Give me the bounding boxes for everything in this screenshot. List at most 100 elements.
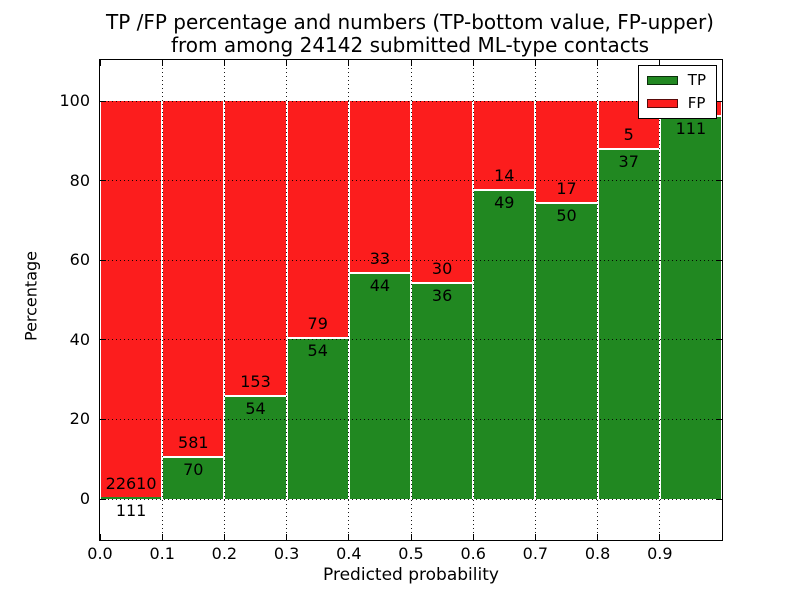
fp-count-label: 30 [431,258,453,278]
fp-count-label: 581 [178,433,209,453]
tp-count-label: 36 [431,285,453,305]
x-tick [597,60,599,66]
fp-bar-segment [535,101,598,202]
fp-bar-segment [100,101,163,498]
fp-bar-segment [162,101,225,457]
tp-count-label: 50 [556,205,577,225]
x-tick-label: 0.9 [647,544,673,563]
x-tick-label: 0.7 [522,544,549,563]
fp-count-label: 153 [240,372,271,392]
x-tick-label: 0.8 [584,544,611,563]
y-tick [716,180,722,182]
fp-count-label: 22610 [105,474,157,494]
y-tick-label: 40 [69,329,90,349]
x-tick [410,534,412,540]
bars-layer [100,60,722,540]
legend-label-fp: FP [687,94,706,112]
legend-label-tp: TP [687,71,706,89]
tp-count-label: 54 [307,341,328,361]
x-tick [223,60,225,66]
x-tick-label: 0.1 [149,544,175,563]
y-tick [100,498,106,500]
y-tick-label: 100 [59,91,90,110]
gridline-v [286,60,288,540]
x-tick [534,534,536,540]
x-tick [99,534,101,540]
y-tick-label: 80 [69,170,90,190]
gridline-v [410,60,412,540]
x-tick-label: 0.4 [336,544,362,563]
plot-area: 22610 111 581 70 153 54 79 54 33 44 30 36 14 49 17 50 5 3… [22,59,723,585]
fp-bar-segment [348,101,411,272]
x-tick [659,534,661,540]
gridline-v [659,60,661,540]
x-tick [99,60,101,66]
x-tick [472,60,474,66]
tp-bar-segment [411,281,474,499]
gridline-h [100,100,722,102]
x-tick [472,534,474,540]
tp-bar-segment [473,189,536,499]
tp-count-label: 44 [369,275,391,295]
legend: TP FP [637,65,717,119]
tp-bar-segment [224,395,287,499]
y-tick-label: 20 [69,409,90,429]
tp-count-label: 70 [183,460,204,480]
y-tick [716,100,722,102]
gridline-h [100,180,722,182]
tp-count-label: 49 [494,193,515,213]
y-tick [716,259,722,261]
x-tick [161,60,163,66]
x-tick [286,534,288,540]
tp-bar-segment [100,497,163,499]
chart-title-line1: TP /FP percentage and numbers (TP-bottom… [106,10,714,34]
tp-legend-swatch-icon [646,76,678,85]
y-tick [100,418,106,420]
x-tick-label: 0.6 [460,544,486,563]
y-axis-label: Percentage [21,250,41,342]
tp-bar-segment [286,337,349,499]
labels-layer: 22610 111 581 70 153 54 79 54 33 44 30 36 14 49 17 50 5 3… [59,60,722,563]
x-tick [286,60,288,66]
x-tick-label: 0.0 [87,544,113,563]
x-tick-label: 0.2 [211,544,238,563]
y-tick [100,259,106,261]
ticks-layer [99,60,723,540]
x-tick [223,534,225,540]
tp-count-label: 111 [675,118,707,138]
x-tick [534,60,536,66]
fp-bar-segment [411,101,474,282]
gridline-h [100,259,722,261]
y-tick [100,339,106,341]
gridline-v [597,60,599,540]
chart-title: TP /FP percentage and numbers (TP-bottom… [99,11,721,57]
fp-bar-segment [473,101,536,190]
gridline-v [161,60,163,540]
x-axis-label: Predicted probability [323,565,499,585]
fp-count-label: 17 [556,178,577,198]
x-tick-label: 0.5 [398,544,424,563]
fp-count-label: 14 [494,166,515,186]
gridline-v [348,60,350,540]
y-tick [716,418,722,420]
tp-bar-segment [162,456,225,499]
fp-bar-segment [224,101,287,396]
legend-row-tp: TP [646,71,706,89]
fp-count-label: 5 [623,125,634,145]
tp-count-label: 111 [115,501,147,521]
x-tick [348,534,350,540]
fp-bar-segment [286,101,349,338]
y-tick-label: 60 [69,250,90,270]
tp-bar-segment [597,148,660,499]
gridline-v [472,60,474,540]
y-tick [716,339,722,341]
x-tick [410,60,412,66]
gridlines-layer [100,60,722,540]
x-tick [348,60,350,66]
tp-count-label: 37 [618,152,639,172]
y-tick [716,498,722,500]
x-tick [161,534,163,540]
gridline-h [100,339,722,341]
y-tick [100,180,106,182]
